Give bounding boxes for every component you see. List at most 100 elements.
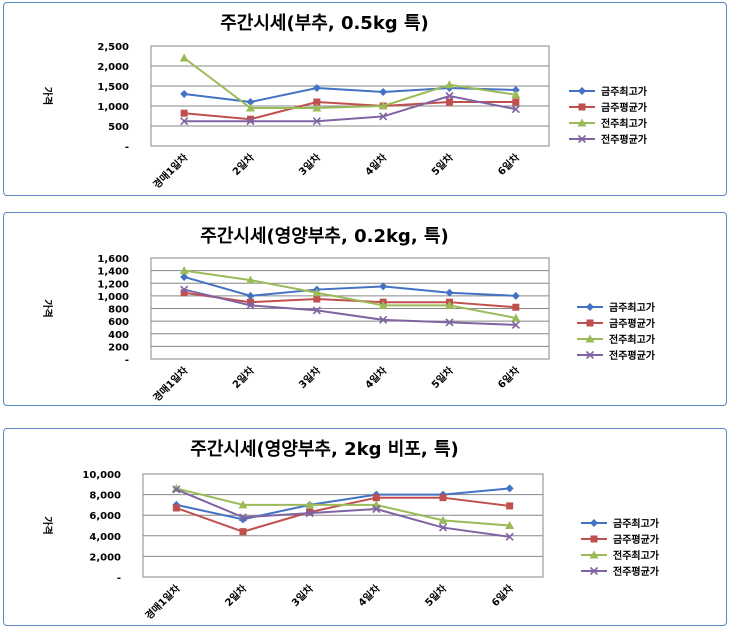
data-point	[312, 306, 321, 315]
series-line	[176, 487, 510, 527]
legend-item: 전주최고가	[577, 333, 656, 346]
legend-marker	[577, 118, 587, 127]
data-point	[379, 282, 388, 291]
data-point	[379, 88, 388, 96]
data-point	[180, 272, 189, 281]
y-tick-label: 500	[108, 122, 129, 133]
y-tick-label: 1,200	[97, 279, 129, 290]
data-point	[246, 103, 255, 112]
y-tick-label: -	[117, 573, 121, 584]
series-line	[176, 487, 510, 521]
data-point	[313, 98, 321, 106]
series-3	[179, 53, 521, 112]
x-tick-label: 4일차	[355, 581, 383, 609]
y-tick-label: -	[125, 142, 129, 153]
data-point	[438, 523, 448, 532]
y-tick-label: 800	[108, 305, 129, 316]
legend-label: 금주평균가	[601, 101, 648, 114]
legend-item: 금주최고가	[577, 301, 656, 314]
chart-title: 주간시세(영양부추, 0.2kg, 특)	[200, 226, 448, 247]
data-point	[247, 298, 254, 306]
series-1	[172, 484, 514, 524]
data-point	[511, 313, 521, 322]
series-line	[184, 94, 517, 123]
legend-marker	[589, 550, 599, 559]
x-tick-label: 2일차	[229, 150, 257, 178]
x-tick-label: 4일차	[362, 363, 390, 391]
x-tick-label: 5일차	[428, 150, 456, 178]
legend-item: 전주평균가	[577, 349, 656, 362]
data-point	[379, 315, 388, 324]
data-point	[172, 485, 181, 494]
legend-item: 전주평균가	[581, 565, 660, 578]
data-point	[506, 502, 514, 510]
y-axis-label: 가격	[41, 87, 54, 105]
data-point	[372, 504, 381, 514]
y-axis-label: 가격	[41, 299, 54, 317]
series-line	[175, 488, 510, 538]
legend-item: 전주평균가	[569, 133, 648, 146]
y-tick-label: 10,000	[82, 470, 121, 481]
series-line	[183, 275, 516, 297]
x-tick-label: 6일차	[495, 150, 523, 178]
data-point	[312, 84, 321, 92]
data-point	[172, 504, 180, 512]
x-tick-label: 6일차	[495, 363, 523, 391]
legend-label: 전주평균가	[601, 133, 648, 146]
x-tick-label: 6일차	[489, 581, 517, 609]
data-point	[438, 515, 448, 524]
x-tick-label: 5일차	[428, 363, 456, 391]
legend-item: 금주평균가	[569, 101, 648, 114]
series-4	[180, 285, 520, 329]
data-point	[445, 300, 454, 309]
y-tick-label: 1,400	[97, 267, 129, 278]
legend-label: 금주평균가	[613, 533, 660, 546]
data-point	[246, 301, 255, 310]
legend-item: 전주최고가	[569, 117, 648, 130]
x-tick-label: 경매1일차	[142, 581, 183, 622]
data-point	[246, 117, 255, 126]
series-3	[171, 483, 515, 529]
data-point	[512, 98, 520, 106]
x-tick-label: 4일차	[362, 150, 390, 178]
legend-label: 전주최고가	[613, 549, 660, 562]
data-point	[505, 532, 514, 541]
data-point	[372, 494, 380, 502]
data-point	[378, 101, 388, 110]
data-point	[379, 112, 388, 121]
x-tick-label: 3일차	[296, 363, 324, 391]
data-point	[505, 484, 514, 493]
y-tick-label: 400	[108, 330, 129, 341]
chart-panel-3: 주간시세(영양부추, 2kg 비포, 특) - 2,000 4,000 6,000 8,0…	[3, 428, 727, 626]
series-line	[184, 291, 516, 309]
plot-area	[142, 473, 544, 578]
legend-label: 전주평균가	[613, 565, 660, 578]
data-point	[239, 528, 247, 536]
y-tick-label: 1,000	[97, 102, 129, 113]
y-tick-label: 1,500	[97, 82, 129, 93]
data-point	[179, 266, 189, 275]
legend-label: 전주최고가	[601, 117, 648, 130]
legend-marker	[585, 334, 595, 343]
y-tick-label: 2,500	[97, 42, 129, 53]
data-point	[445, 318, 454, 327]
data-point	[180, 109, 188, 117]
legend-label: 전주평균가	[609, 349, 656, 362]
data-point	[445, 80, 454, 89]
y-tick-label: 4,000	[89, 532, 121, 543]
data-point	[511, 90, 521, 99]
legend-marker	[577, 134, 587, 144]
legend-label: 금주최고가	[609, 301, 656, 314]
legend-item: 금주최고가	[581, 517, 660, 530]
legend-marker	[578, 103, 586, 111]
data-point	[238, 513, 248, 522]
legend-item: 금주평균가	[581, 533, 660, 546]
data-point	[238, 500, 248, 509]
data-point	[439, 494, 447, 502]
y-tick-label: -	[125, 355, 129, 366]
data-point	[312, 117, 321, 126]
data-point	[180, 90, 189, 98]
data-point	[246, 291, 255, 300]
legend-item: 전주최고가	[581, 549, 660, 562]
